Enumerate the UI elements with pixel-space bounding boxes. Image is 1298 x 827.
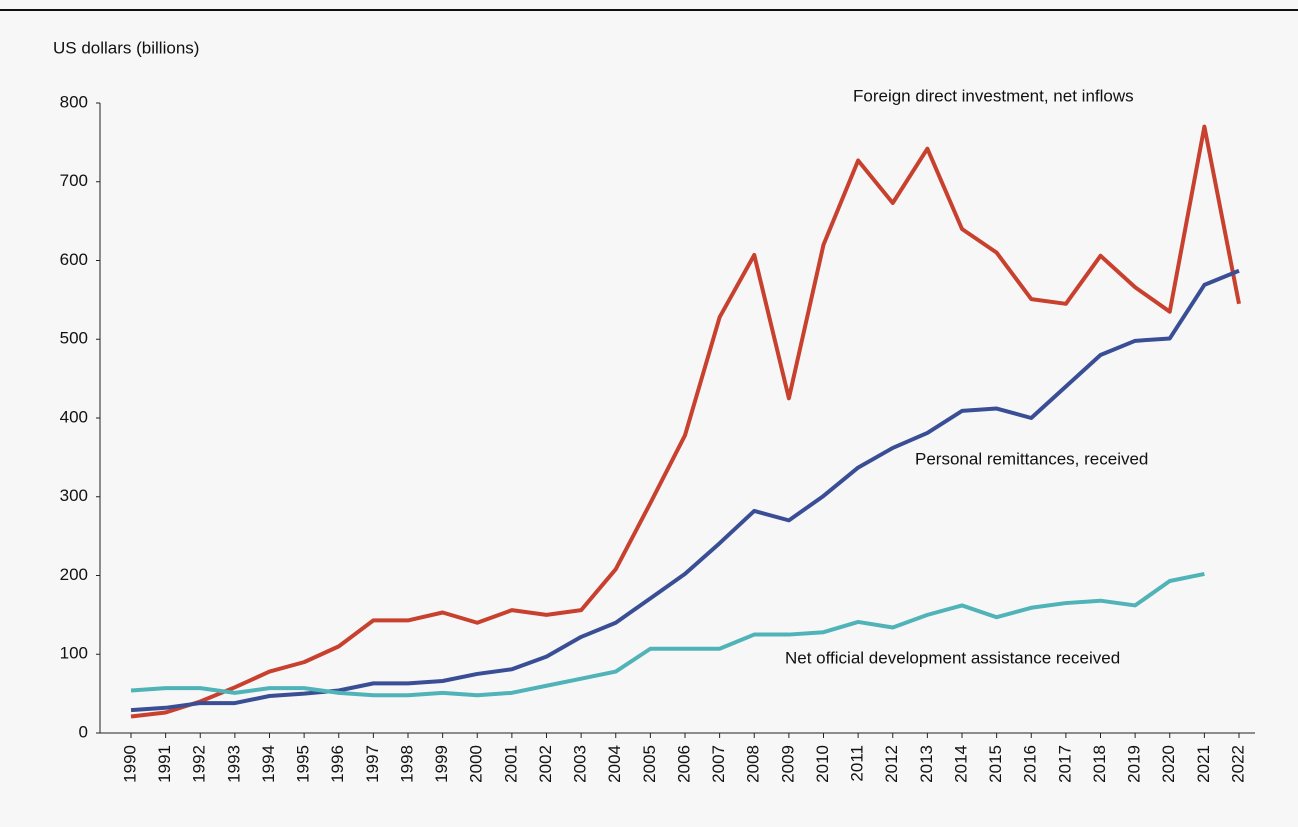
- x-tick-label: 2000: [467, 745, 486, 783]
- x-tick-label: 1997: [363, 745, 382, 783]
- x-tick-label: 1999: [432, 745, 451, 783]
- x-tick-label: 2012: [882, 745, 901, 783]
- x-tick-label: 2022: [1228, 745, 1247, 783]
- x-tick-label: 2009: [778, 745, 797, 783]
- y-tick-label: 600: [60, 250, 88, 269]
- x-tick-label: 2015: [986, 745, 1005, 783]
- x-tick-label: 1990: [120, 745, 139, 783]
- y-tick-label: 0: [79, 722, 88, 741]
- series-label: Net official development assistance rece…: [785, 648, 1120, 667]
- x-tick-label: 2018: [1090, 745, 1109, 783]
- series-line: [130, 571, 1205, 698]
- series-label: Personal remittances, received: [915, 449, 1148, 468]
- y-tick-label: 800: [60, 92, 88, 111]
- x-tick-label: 2002: [536, 745, 555, 783]
- x-tick-label: 2019: [1125, 745, 1144, 783]
- y-tick-label: 300: [60, 486, 88, 505]
- y-tick-label: 700: [60, 171, 88, 190]
- x-tick-label: 1994: [259, 745, 278, 783]
- x-tick-label: 2003: [571, 745, 590, 783]
- x-tick-label: 2011: [848, 745, 867, 782]
- x-tick-label: 2007: [709, 745, 728, 783]
- x-tick-label: 2010: [813, 745, 832, 783]
- y-tick-label: 200: [60, 565, 88, 584]
- series-label: Foreign direct investment, net inflows: [853, 86, 1134, 105]
- x-tick-label: 2008: [744, 745, 763, 783]
- x-tick-label: 2016: [1021, 745, 1040, 783]
- x-tick-label: 2006: [674, 745, 693, 783]
- x-tick-label: 1996: [328, 745, 347, 783]
- x-tick-label: 2020: [1159, 745, 1178, 783]
- x-tick-label: 2014: [951, 745, 970, 783]
- x-tick-label: 1991: [155, 745, 174, 783]
- x-tick-label: 2021: [1194, 745, 1213, 783]
- x-tick-label: 1995: [294, 745, 313, 783]
- y-tick-label: 500: [60, 329, 88, 348]
- x-tick-label: 2004: [605, 745, 624, 783]
- y-tick-label: 100: [60, 644, 88, 663]
- y-tick-label: 400: [60, 407, 88, 426]
- series-line: [130, 268, 1240, 713]
- x-tick-label: 2005: [640, 745, 659, 783]
- y-axis-label: US dollars (billions): [53, 38, 199, 57]
- x-tick-label: 1992: [190, 745, 209, 783]
- x-tick-label: 2017: [1055, 745, 1074, 783]
- x-tick-label: 2013: [917, 745, 936, 783]
- x-tick-label: 1993: [224, 745, 243, 783]
- series-line: [130, 124, 1241, 719]
- x-tick-label: 2001: [501, 745, 520, 783]
- x-tick-label: 1998: [397, 745, 416, 783]
